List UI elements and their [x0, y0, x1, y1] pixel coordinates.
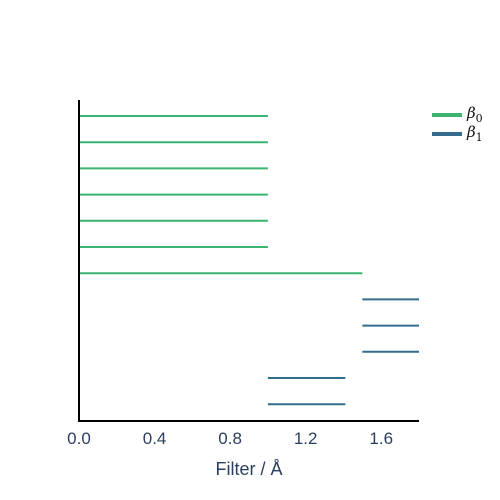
x-tick-label: 0.8 [218, 429, 242, 448]
x-axis-title: Filter / Å [215, 459, 282, 479]
legend-label-1: β1 [466, 123, 483, 144]
bars-layer [79, 115, 419, 406]
x-ticks-layer: 0.0 0.4 0.8 1.2 1.6 [67, 429, 393, 448]
x-tick-label: 1.2 [294, 429, 318, 448]
x-tick-label: 1.6 [369, 429, 393, 448]
x-tick-label: 0.0 [67, 429, 91, 448]
legend-label-0: β0 [466, 104, 483, 125]
x-tick-label: 0.4 [143, 429, 167, 448]
